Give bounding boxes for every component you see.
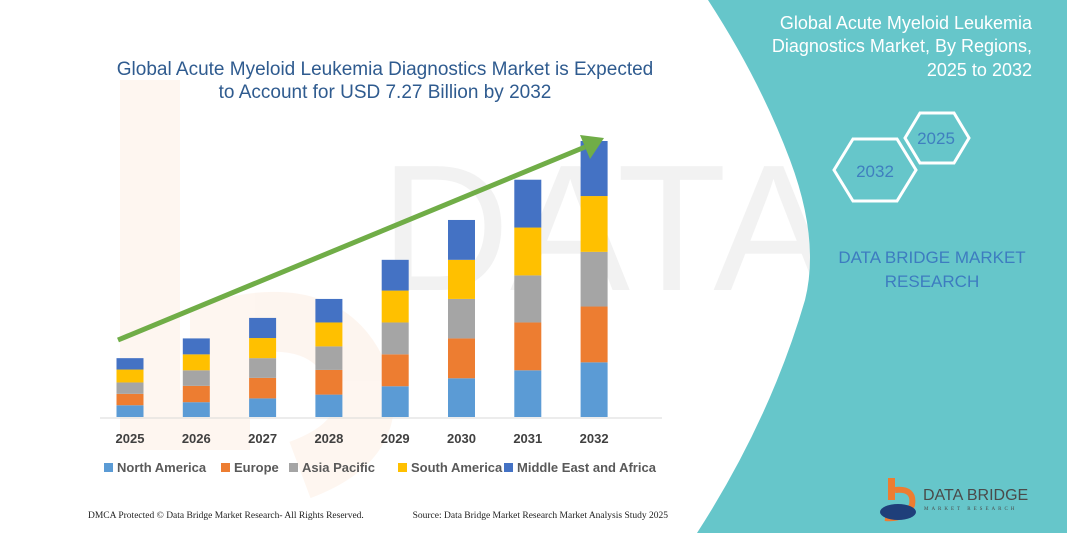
side-title-line2: Diagnostics Market, By Regions, (772, 36, 1032, 56)
trend-arrow-icon (117, 135, 604, 343)
side-panel-background (697, 0, 1067, 533)
hex-2032-label: 2032 (856, 162, 894, 181)
bar-2025-middle-east-and-africa (116, 358, 144, 370)
footer-copyright: DMCA Protected © Data Bridge Market Rese… (88, 510, 364, 521)
bar-2027-north-america (249, 398, 277, 417)
bar-2029-europe (381, 354, 409, 387)
bar-2031-europe (514, 322, 542, 371)
x-tick-label: 2026 (182, 431, 211, 446)
logo-subtext: MARKET RESEARCH (924, 507, 1017, 512)
x-tick-label: 2032 (580, 431, 609, 446)
x-tick-label: 2027 (248, 431, 277, 446)
legend-swatch (221, 463, 230, 472)
x-tick-label: 2028 (314, 431, 343, 446)
bar-2031-south-america (514, 227, 542, 276)
legend-label: Asia Pacific (302, 460, 375, 475)
chart-title-line2: to Account for USD 7.27 Billion by 2032 (219, 82, 552, 103)
bar-2030-south-america (448, 259, 475, 299)
legend-swatch (398, 463, 407, 472)
bar-2032-asia-pacific (580, 251, 608, 307)
x-tick-labels: 2025 2026 2027 2028 2029 2030 2031 2032 (116, 431, 609, 446)
bar-2027-south-america (249, 338, 277, 359)
hex-2025-label: 2025 (917, 129, 955, 148)
legend-item: Asia Pacific (289, 460, 375, 475)
bar-2026-europe (182, 385, 210, 403)
legend-label: North America (117, 460, 207, 475)
bar-2030-middle-east-and-africa (448, 219, 475, 260)
brand-line1: DATA BRIDGE MARKET (838, 248, 1025, 267)
legend: North America Europe Asia Pacific South Ame… (104, 460, 657, 475)
data-bridge-logo: DATA BRIDGE MARKET RESEARCH (880, 478, 1028, 522)
bar-2028-south-america (315, 322, 343, 347)
bar-2029-asia-pacific (381, 322, 409, 355)
bar-2031-middle-east-and-africa (514, 179, 542, 228)
x-tick-label: 2025 (116, 431, 145, 446)
side-title-line1: Global Acute Myeloid Leukemia (780, 13, 1033, 33)
bars (116, 141, 608, 417)
bar-2031-north-america (514, 370, 542, 417)
bar-2027-asia-pacific (249, 358, 277, 378)
x-tick-label: 2031 (513, 431, 542, 446)
bar-2027-middle-east-and-africa (249, 317, 277, 339)
bar-2030-north-america (448, 378, 475, 417)
bar-2025-asia-pacific (116, 382, 144, 394)
bar-2029-north-america (381, 386, 409, 417)
bar-2027-europe (249, 377, 277, 399)
legend-item: North America (104, 460, 207, 475)
x-tick-label: 2030 (447, 431, 476, 446)
bar-2030-europe (448, 338, 475, 379)
bar-2028-asia-pacific (315, 346, 343, 370)
legend-swatch (289, 463, 298, 472)
legend-label: Europe (234, 460, 279, 475)
bar-2028-north-america (315, 394, 343, 417)
bar-2028-europe (315, 369, 343, 395)
bar-2031-asia-pacific (514, 275, 542, 323)
bar-2026-asia-pacific (182, 370, 210, 386)
legend-item: South America (398, 460, 503, 475)
legend-swatch (104, 463, 113, 472)
bar-2025-europe (116, 393, 144, 406)
bar-2030-asia-pacific (448, 298, 475, 339)
footer-source: Source: Data Bridge Market Research Mark… (413, 511, 669, 521)
brand-line2: RESEARCH (885, 272, 979, 291)
bar-2032-south-america (580, 196, 608, 252)
legend-item: Middle East and Africa (504, 460, 657, 475)
bar-2026-middle-east-and-africa (182, 338, 210, 355)
side-title-line3: 2025 to 2032 (927, 60, 1032, 80)
bar-2029-middle-east-and-africa (381, 259, 409, 291)
legend-label: Middle East and Africa (517, 460, 657, 475)
legend-item: Europe (221, 460, 279, 475)
bar-2029-south-america (381, 290, 409, 323)
bar-2025-north-america (116, 405, 144, 417)
bar-2032-north-america (580, 362, 608, 417)
legend-label: South America (411, 460, 503, 475)
legend-swatch (504, 463, 513, 472)
logo-text: DATA BRIDGE (923, 487, 1028, 504)
bar-2028-middle-east-and-africa (315, 298, 343, 323)
bar-2032-europe (580, 306, 608, 363)
hexagon-2032: 2032 (832, 137, 918, 203)
x-tick-label: 2029 (381, 431, 410, 446)
bar-2025-south-america (116, 369, 144, 383)
chart-title-line1: Global Acute Myeloid Leukemia Diagnostic… (117, 59, 653, 80)
bar-2026-north-america (182, 402, 210, 417)
hexagon-2025: 2025 (903, 111, 971, 165)
bar-2026-south-america (182, 354, 210, 371)
logo-mark-icon (888, 478, 895, 500)
